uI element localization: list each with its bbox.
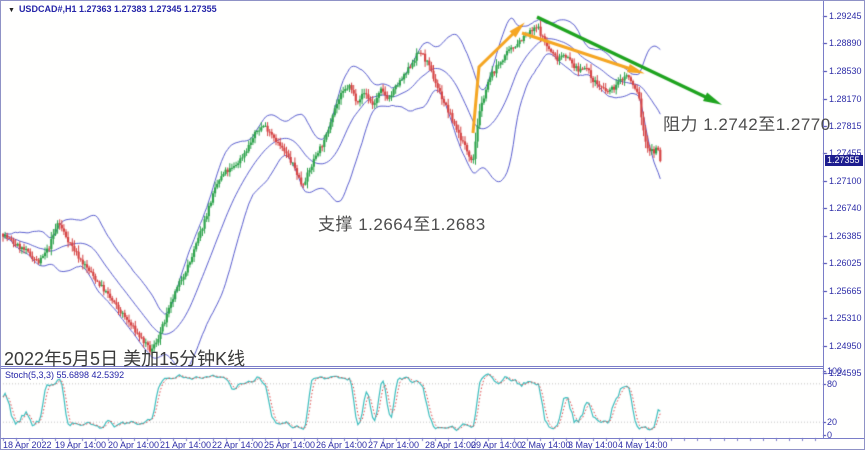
time-axis-label: 18 Apr 2022 bbox=[3, 440, 52, 450]
time-axis-label: 26 Apr 14:00 bbox=[316, 440, 368, 450]
price-axis-label: 1.28890 bbox=[829, 38, 862, 49]
price-axis-label: 1.28530 bbox=[829, 65, 862, 76]
time-axis-label: 19 Apr 14:00 bbox=[55, 440, 107, 450]
price-axis-label: 1.29245 bbox=[829, 11, 862, 21]
stoch-scale: 100 80 20 0 bbox=[827, 1, 864, 449]
pane-separator[interactable] bbox=[1, 366, 823, 369]
time-axis-label: 20 Apr 14:00 bbox=[108, 440, 160, 450]
time-axis-label: 2 May 14:00 bbox=[521, 440, 571, 450]
time-axis-label: 28 Apr 14:00 bbox=[425, 440, 477, 450]
price-axis-border bbox=[823, 1, 824, 438]
time-axis-label: 27 Apr 14:00 bbox=[368, 440, 420, 450]
price-axis-label: 1.24595 bbox=[829, 367, 862, 378]
stoch-scale-label: 100 bbox=[827, 366, 843, 376]
time-axis-label: 21 Apr 14:00 bbox=[160, 440, 212, 450]
current-price-tag: 1.27355 bbox=[825, 155, 863, 167]
price-axis-label: 1.24950 bbox=[829, 340, 862, 351]
time-axis-label: 25 Apr 14:00 bbox=[264, 440, 316, 450]
price-axis-label: 1.26385 bbox=[829, 230, 862, 241]
stoch-scale-label: 0 bbox=[827, 430, 833, 440]
price-axis[interactable]: 1.29245 1.28890 1.28530 1.28170 1.27815 1.274… bbox=[824, 1, 864, 438]
symbol-dropdown-icon[interactable]: ▼ bbox=[8, 7, 15, 14]
time-axis-label: 29 Apr 14:00 bbox=[471, 440, 523, 450]
price-axis-label: 1.27815 bbox=[829, 120, 862, 131]
price-axis-label: 1.27455 bbox=[829, 148, 862, 159]
price-axis-label: 1.26740 bbox=[829, 203, 862, 214]
stoch-scale-label: 20 bbox=[827, 417, 838, 428]
support-annotation[interactable]: 支撑 1.2664至1.2683 bbox=[318, 215, 486, 234]
time-axis-label: 4 May 14:00 bbox=[618, 440, 668, 450]
time-axis-label: 3 May 14:00 bbox=[568, 440, 618, 450]
price-axis-label: 1.26025 bbox=[829, 258, 862, 269]
chart-title: ▼ USDCAD#,H1 1.27363 1.27383 1.27345 1.27… bbox=[8, 4, 217, 14]
chart-note-annotation[interactable]: 2022年5月5日 美加15分钟K线 bbox=[4, 349, 246, 369]
time-axis-border bbox=[1, 438, 864, 439]
resistance-annotation[interactable]: 阻力 1.2742至1.2770 bbox=[663, 115, 831, 134]
price-axis-label: 1.25665 bbox=[829, 285, 862, 296]
stoch-indicator-label: Stoch(5,3,3) 55.6898 42.5392 bbox=[5, 370, 125, 380]
time-axis[interactable]: 18 Apr 2022 19 Apr 14:00 20 Apr 14:00 21 Ap… bbox=[1, 439, 823, 450]
price-axis-label: 1.27100 bbox=[829, 175, 862, 186]
price-axis-label: 1.28170 bbox=[829, 93, 862, 104]
price-axis-label: 1.25310 bbox=[829, 313, 862, 324]
stoch-scale-label: 80 bbox=[827, 378, 838, 389]
time-axis-label: 22 Apr 14:00 bbox=[212, 440, 264, 450]
symbol-ohlc-label: USDCAD#,H1 1.27363 1.27383 1.27345 1.273… bbox=[18, 4, 217, 14]
